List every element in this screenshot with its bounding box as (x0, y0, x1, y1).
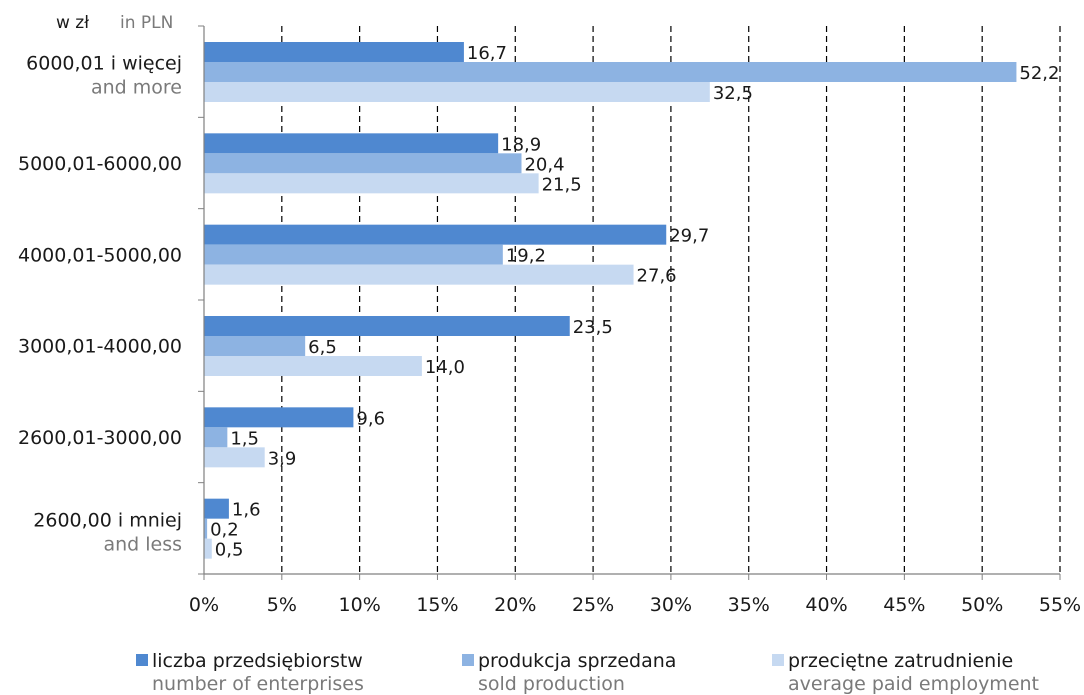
bar (204, 62, 1017, 82)
data-labels: 16,7 52,2 32,5 18,920,421,5 29,7 19,2 27,6 23,5… (210, 43, 1059, 561)
data-label: 1,5 (230, 428, 259, 449)
bar (204, 42, 464, 62)
category-label: 5000,01-6000,00 (18, 153, 182, 175)
bars (204, 42, 1017, 559)
x-tick-label: 10% (339, 594, 381, 616)
legend-swatch (772, 654, 784, 666)
legend-label: produkcja sprzedana (478, 650, 676, 672)
bar (204, 427, 228, 448)
x-tick-labels: 0% 5% 10% 15% 20% 25% 30% 35% 40% 45% 50% 55% (189, 594, 1081, 616)
bar (204, 447, 265, 468)
x-tick-label: 50% (961, 594, 1003, 616)
legend-label: przeciętne zatrudnienie (788, 650, 1013, 672)
category-sublabel: and more (91, 77, 182, 99)
legend-swatch (136, 654, 148, 666)
legend-sublabel: average paid employment (788, 673, 1039, 695)
x-tick-label: 5% (267, 594, 297, 616)
bar (204, 224, 667, 245)
bar (204, 264, 634, 285)
data-label: 18,9 (501, 134, 541, 155)
bar (204, 244, 503, 265)
axes (198, 25, 1061, 580)
data-label: 6,5 (308, 337, 337, 358)
category-label: 2600,01-3000,00 (18, 427, 182, 449)
data-label: 27,6 (637, 266, 677, 287)
data-label: 9,6 (356, 408, 385, 429)
data-label: 14,0 (425, 357, 465, 378)
x-tick-label: 55% (1039, 594, 1081, 616)
bar (204, 133, 499, 154)
x-tick-label: 45% (883, 594, 925, 616)
legend-sublabel: sold production (478, 673, 625, 695)
category-label: 2600,00 i mniej (33, 509, 182, 531)
data-label: 21,5 (542, 174, 582, 195)
bar (204, 153, 522, 174)
data-label: 52,2 (1019, 63, 1059, 84)
data-label: 16,7 (467, 43, 507, 64)
data-label: 0,5 (215, 540, 244, 561)
category-label: 6000,01 i więcej (26, 53, 182, 75)
unit-label-pl: w zł (56, 13, 89, 33)
data-label: 0,2 (210, 520, 239, 541)
x-tick-label: 20% (494, 594, 536, 616)
category-label: 4000,01-5000,00 (18, 244, 182, 266)
data-label: 23,5 (573, 317, 613, 338)
bar (204, 538, 212, 559)
unit-label-en: in PLN (120, 13, 173, 33)
bar (204, 316, 570, 336)
data-label: 1,6 (232, 500, 261, 521)
gridlines (281, 26, 1061, 574)
x-tick-label: 0% (189, 594, 219, 616)
data-label: 32,5 (713, 83, 753, 104)
legend-swatch (462, 654, 474, 666)
x-tick-label: 15% (416, 594, 458, 616)
bar (204, 498, 229, 519)
bar (204, 356, 422, 376)
legend-label: liczba przedsiębiorstw (152, 650, 363, 672)
x-tick-label: 25% (572, 594, 614, 616)
legend-sublabel: number of enterprises (152, 673, 364, 695)
bar (204, 82, 710, 102)
data-label: 20,4 (524, 154, 564, 175)
x-tick-label: 30% (650, 594, 692, 616)
category-sublabel: and less (103, 533, 182, 555)
data-label: 29,7 (669, 226, 709, 247)
category-label: 3000,01-4000,00 (18, 336, 182, 358)
data-label: 3,9 (268, 448, 297, 469)
bar (204, 336, 306, 356)
bar (204, 173, 539, 194)
x-tick-label: 35% (728, 594, 770, 616)
bar (204, 518, 208, 539)
bar (204, 407, 354, 428)
x-tick-label: 40% (805, 594, 847, 616)
data-label: 19,2 (506, 246, 546, 267)
